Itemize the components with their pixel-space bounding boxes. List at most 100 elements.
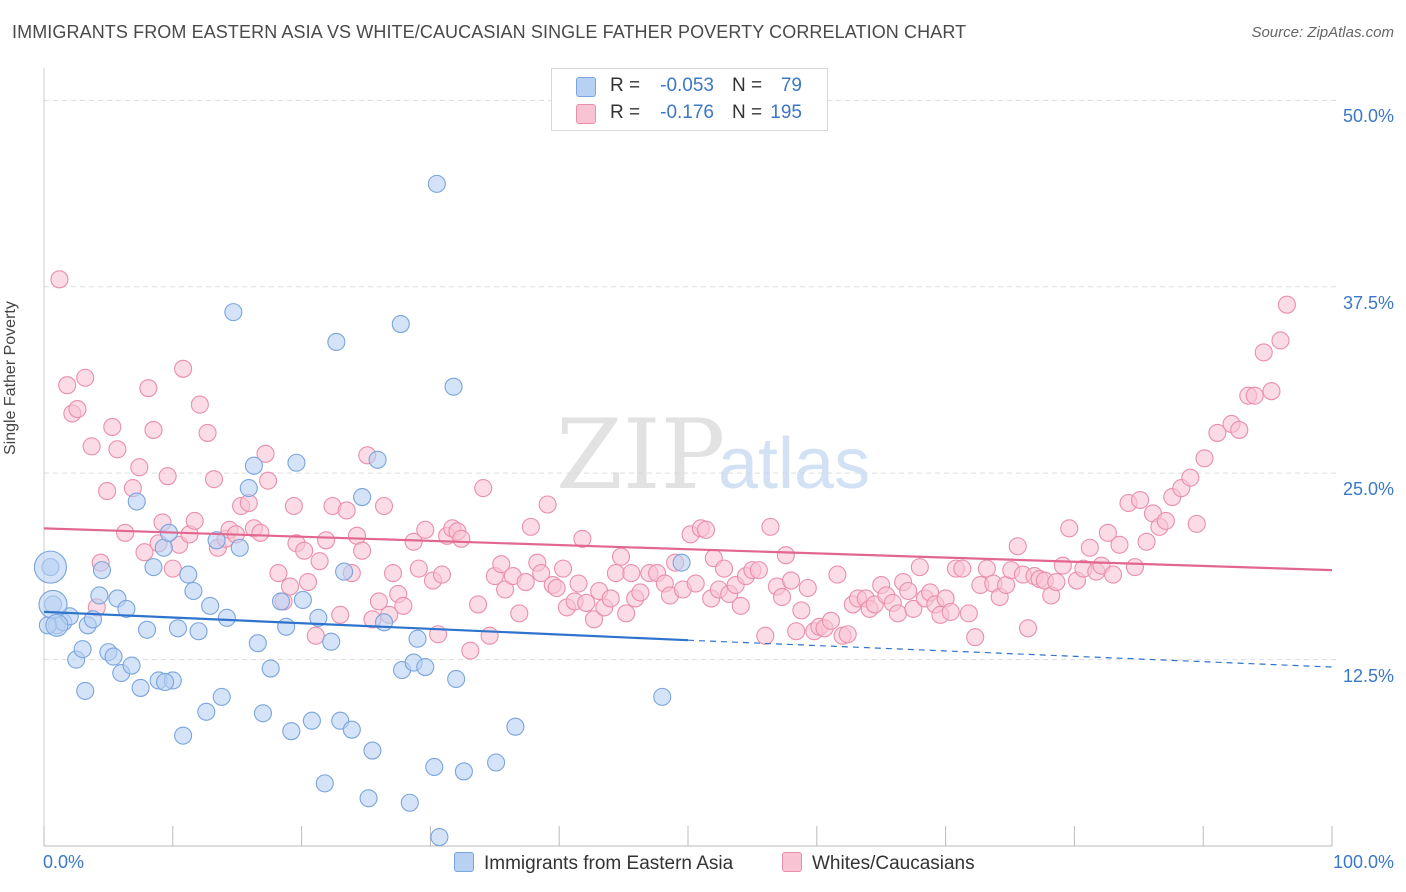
pink-point <box>409 559 428 578</box>
pink-point <box>622 564 641 583</box>
legend-row-blue: R = -0.053 N = 79 <box>552 75 827 99</box>
pink-point <box>432 565 452 584</box>
pink-point <box>696 520 716 539</box>
blue-point <box>230 538 249 557</box>
blue-point <box>179 565 198 584</box>
axes <box>43 68 1333 847</box>
blue-point <box>248 634 267 653</box>
legend-swatch-pink <box>782 852 802 872</box>
blue-point <box>444 377 463 396</box>
blue-point <box>156 672 175 692</box>
blue-point <box>425 757 444 777</box>
blue-point <box>342 720 361 739</box>
pink-point <box>394 596 413 615</box>
trend-lines <box>43 527 1333 668</box>
blue-point <box>363 741 382 760</box>
pink-point <box>686 574 705 593</box>
blue-point <box>391 315 410 334</box>
blue-point <box>327 332 346 352</box>
blue-point <box>253 704 273 723</box>
y-tick-label: 12.5% <box>1342 665 1394 686</box>
pink-point <box>776 546 795 565</box>
pink-point <box>731 596 750 615</box>
pink-point <box>337 501 356 520</box>
pink-point <box>269 564 288 583</box>
pink-point <box>584 610 604 629</box>
pink-point <box>1053 556 1072 575</box>
pink-point <box>601 589 620 608</box>
blue-point <box>90 586 109 605</box>
blue-point <box>302 711 321 730</box>
pink-point <box>821 611 841 630</box>
blue-point <box>261 659 280 678</box>
pink-point <box>298 572 318 592</box>
blue-point <box>271 592 291 611</box>
pink-point <box>116 523 135 542</box>
blue-point <box>131 678 150 697</box>
legend-item-eastern-asia[interactable]: Immigrants from Eastern Asia <box>454 852 733 875</box>
blue-point <box>197 702 216 721</box>
pink-point <box>158 467 177 486</box>
blue-point <box>144 558 163 577</box>
blue-point-large <box>38 589 68 619</box>
pink-point <box>510 604 529 623</box>
blue-point <box>73 640 92 659</box>
pink-point <box>353 541 372 560</box>
pink-point <box>58 376 77 395</box>
y-tick-label: 37.5% <box>1342 292 1394 313</box>
blue-point <box>76 681 95 700</box>
legend-swatch-blue <box>454 852 474 872</box>
zipatlas-watermark: ZIP atlas <box>556 399 870 511</box>
pink-point <box>190 395 209 414</box>
pink-point <box>1110 535 1129 554</box>
legend-n-label: N = <box>732 102 763 123</box>
pink-point <box>452 529 471 548</box>
pink-point <box>144 420 163 439</box>
blue-point <box>315 774 334 793</box>
pink-point <box>256 444 275 463</box>
pink-point <box>50 270 69 289</box>
pink-point <box>838 625 857 644</box>
pink-point <box>1103 565 1123 584</box>
blue-point <box>168 619 188 638</box>
blue-point <box>454 762 473 781</box>
pink-point <box>904 599 923 618</box>
pink-point <box>888 604 907 623</box>
blue-point <box>207 531 226 550</box>
blue-point <box>212 687 231 706</box>
blue-point <box>368 450 387 469</box>
pink-point <box>1098 523 1117 542</box>
pink-point <box>1181 468 1200 487</box>
blue-point <box>224 303 243 322</box>
pink-point <box>787 622 806 641</box>
blue-point <box>427 174 446 193</box>
blue-point <box>104 647 123 666</box>
pink-point <box>1060 519 1079 538</box>
legend-r-label: R = <box>610 75 641 96</box>
grid-lines <box>44 99 1340 661</box>
y-tick-label: 25.0% <box>1342 479 1394 500</box>
legend-item-whites[interactable]: Whites/Caucasians <box>782 852 975 875</box>
pink-point <box>130 458 149 477</box>
blue-point <box>293 590 312 609</box>
pink-point <box>163 559 182 578</box>
blue-point <box>374 613 394 632</box>
pink-point <box>772 587 792 607</box>
blue-point <box>335 562 354 581</box>
legend-label: Immigrants from Eastern Asia <box>484 853 734 874</box>
pink-point <box>103 417 122 437</box>
pink-point <box>538 495 557 514</box>
blue-point <box>137 620 157 639</box>
blue-point <box>239 479 258 498</box>
pink-point <box>383 564 403 583</box>
pink-point <box>953 559 972 578</box>
blue-point <box>244 456 263 475</box>
blue-point <box>92 561 112 580</box>
pink-point <box>369 592 388 611</box>
legend-r-label: R = <box>610 102 641 123</box>
watermark-atlas: atlas <box>718 424 870 504</box>
blue-point <box>122 656 141 675</box>
trend-line-blue-extension <box>687 639 1333 668</box>
pink-point <box>1208 423 1227 442</box>
pink-point <box>82 437 101 456</box>
